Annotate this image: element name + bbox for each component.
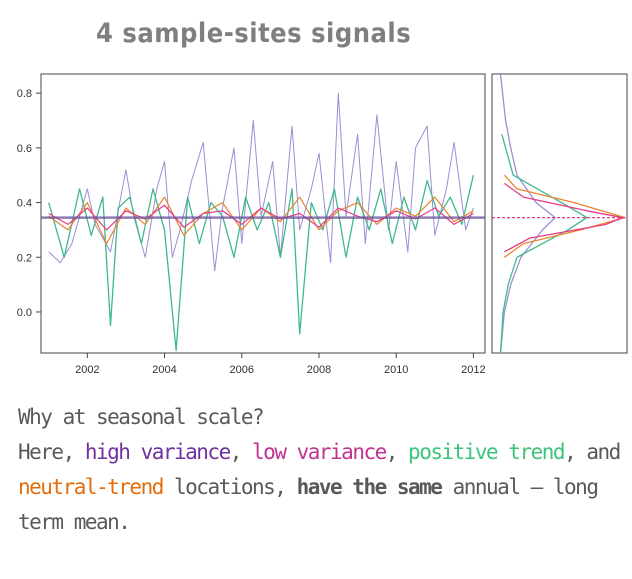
density-curve-neutral-trend [503,174,626,258]
caption-comma-2: , [385,440,409,464]
plot-frame [40,73,486,354]
caption-comma-1: , [229,440,253,464]
caption-line-3: neutral-trend locations, have the same a… [18,470,628,505]
y-tick-label: 0.8 [17,88,32,100]
x-tick-label: 2002 [75,364,99,376]
y-tick-label: 0.2 [17,252,32,264]
chart-title: 4 sample-sites signals [96,18,412,49]
caption-line-4: term mean. [18,505,628,540]
caption-annual-long: annual – long [441,475,599,499]
caption-and: , and [564,440,621,464]
x-tick-label: 2010 [384,364,408,376]
caption-have-the-same: have the same [296,475,443,499]
caption: Why at seasonal scale? Here, high varian… [18,400,628,540]
caption-term-mean: term mean. [18,510,131,534]
caption-locations: locations, [162,475,297,499]
time-series-plot: 0.0 0.2 0.4 0.6 0.8 2002 2004 2006 2008 2010 2012 [17,73,486,376]
caption-prefix: Here, [18,440,85,464]
density-curve-high-variance [499,73,556,354]
x-tick-label: 2006 [230,364,254,376]
series-line-high-variance [48,92,474,272]
y-tick-label: 0.6 [17,143,32,155]
x-tick-label: 2008 [307,364,331,376]
x-tick-label: 2004 [152,364,176,376]
series-line-positive-trend [48,175,475,351]
caption-question: Why at seasonal scale? [18,405,265,429]
caption-positive-trend: positive trend [408,440,566,464]
y-tick-label: 0.0 [17,307,32,319]
charts-svg: 0.0 0.2 0.4 0.6 0.8 2002 2004 2006 2008 2010 2012 [17,73,628,376]
caption-line-1: Why at seasonal scale? [18,400,628,435]
density-frame [491,73,628,354]
caption-high-variance: high variance [84,440,231,464]
caption-line-2: Here, high variance, low variance, posit… [18,435,628,470]
caption-neutral-trend: neutral-trend [18,475,164,499]
x-tick-label: 2012 [461,364,485,376]
density-plot [491,73,628,354]
caption-low-variance: low variance [252,440,387,464]
y-tick-label: 0.4 [17,198,32,210]
density-curve-positive-trend [499,134,588,354]
